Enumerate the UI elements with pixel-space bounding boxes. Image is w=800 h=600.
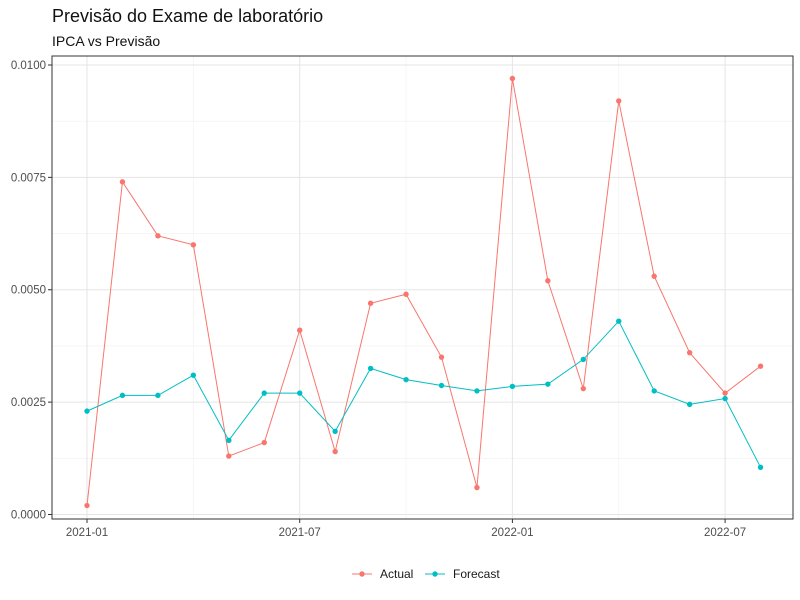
data-point-actual xyxy=(297,327,303,333)
chart-title: Previsão do Exame de laboratório xyxy=(52,6,324,26)
data-point-actual xyxy=(722,390,728,396)
data-point-actual xyxy=(367,300,374,306)
data-point-forecast xyxy=(332,428,338,435)
data-point-actual xyxy=(155,233,161,239)
data-point-actual xyxy=(84,502,90,509)
series-line-actual xyxy=(86,78,761,506)
data-point-actual xyxy=(332,448,338,455)
data-point-actual xyxy=(686,349,693,356)
x-tick-label: 2021-01 xyxy=(66,527,108,539)
data-point-forecast xyxy=(651,388,657,394)
data-point-forecast xyxy=(190,372,197,378)
x-tick-label: 2022-07 xyxy=(704,527,746,539)
chart-subtitle: IPCA vs Previsão xyxy=(52,33,161,49)
data-point-forecast xyxy=(509,383,516,390)
data-point-forecast xyxy=(686,401,693,408)
data-point-actual xyxy=(757,363,764,369)
y-tick-label: 0.0000 xyxy=(11,510,46,522)
data-point-forecast xyxy=(403,376,409,383)
data-point-actual xyxy=(261,439,267,446)
plot-panel xyxy=(52,56,793,519)
y-tick-label: 0.0100 xyxy=(11,60,46,72)
x-tick-label: 2022-01 xyxy=(491,527,533,539)
data-point-actual xyxy=(651,273,657,279)
data-point-forecast xyxy=(580,356,586,363)
y-tick-label: 0.0050 xyxy=(11,285,46,297)
data-point-actual xyxy=(545,278,551,284)
data-point-actual xyxy=(616,98,622,104)
data-point-forecast xyxy=(616,318,622,324)
data-point-actual xyxy=(438,354,445,360)
legend-label-forecast: Forecast xyxy=(453,567,500,581)
x-tick-label: 2021-07 xyxy=(279,527,321,539)
y-tick-label: 0.0075 xyxy=(11,172,46,184)
data-point-forecast xyxy=(367,365,374,372)
data-point-actual xyxy=(509,75,516,82)
data-point-forecast xyxy=(438,382,445,389)
data-point-actual xyxy=(119,179,126,185)
data-point-actual xyxy=(226,453,232,459)
data-point-forecast xyxy=(226,437,232,444)
legend-key-point-forecast xyxy=(432,571,438,577)
data-point-forecast xyxy=(119,392,126,399)
data-point-actual xyxy=(580,385,586,392)
data-point-forecast xyxy=(722,395,728,402)
plot-border xyxy=(51,55,794,520)
data-point-forecast xyxy=(474,388,480,394)
data-point-actual xyxy=(403,291,409,297)
data-point-actual xyxy=(474,484,480,491)
data-point-actual xyxy=(190,242,197,248)
legend-key-point-actual xyxy=(359,571,365,577)
data-point-forecast xyxy=(757,464,764,471)
data-point-forecast xyxy=(261,390,267,396)
data-point-forecast xyxy=(545,381,551,387)
legend-label-actual: Actual xyxy=(380,567,413,581)
data-point-forecast xyxy=(84,408,90,414)
series-line-forecast xyxy=(86,320,761,468)
y-tick-label: 0.0025 xyxy=(11,397,46,409)
data-point-forecast xyxy=(155,392,161,399)
data-point-forecast xyxy=(297,390,303,396)
